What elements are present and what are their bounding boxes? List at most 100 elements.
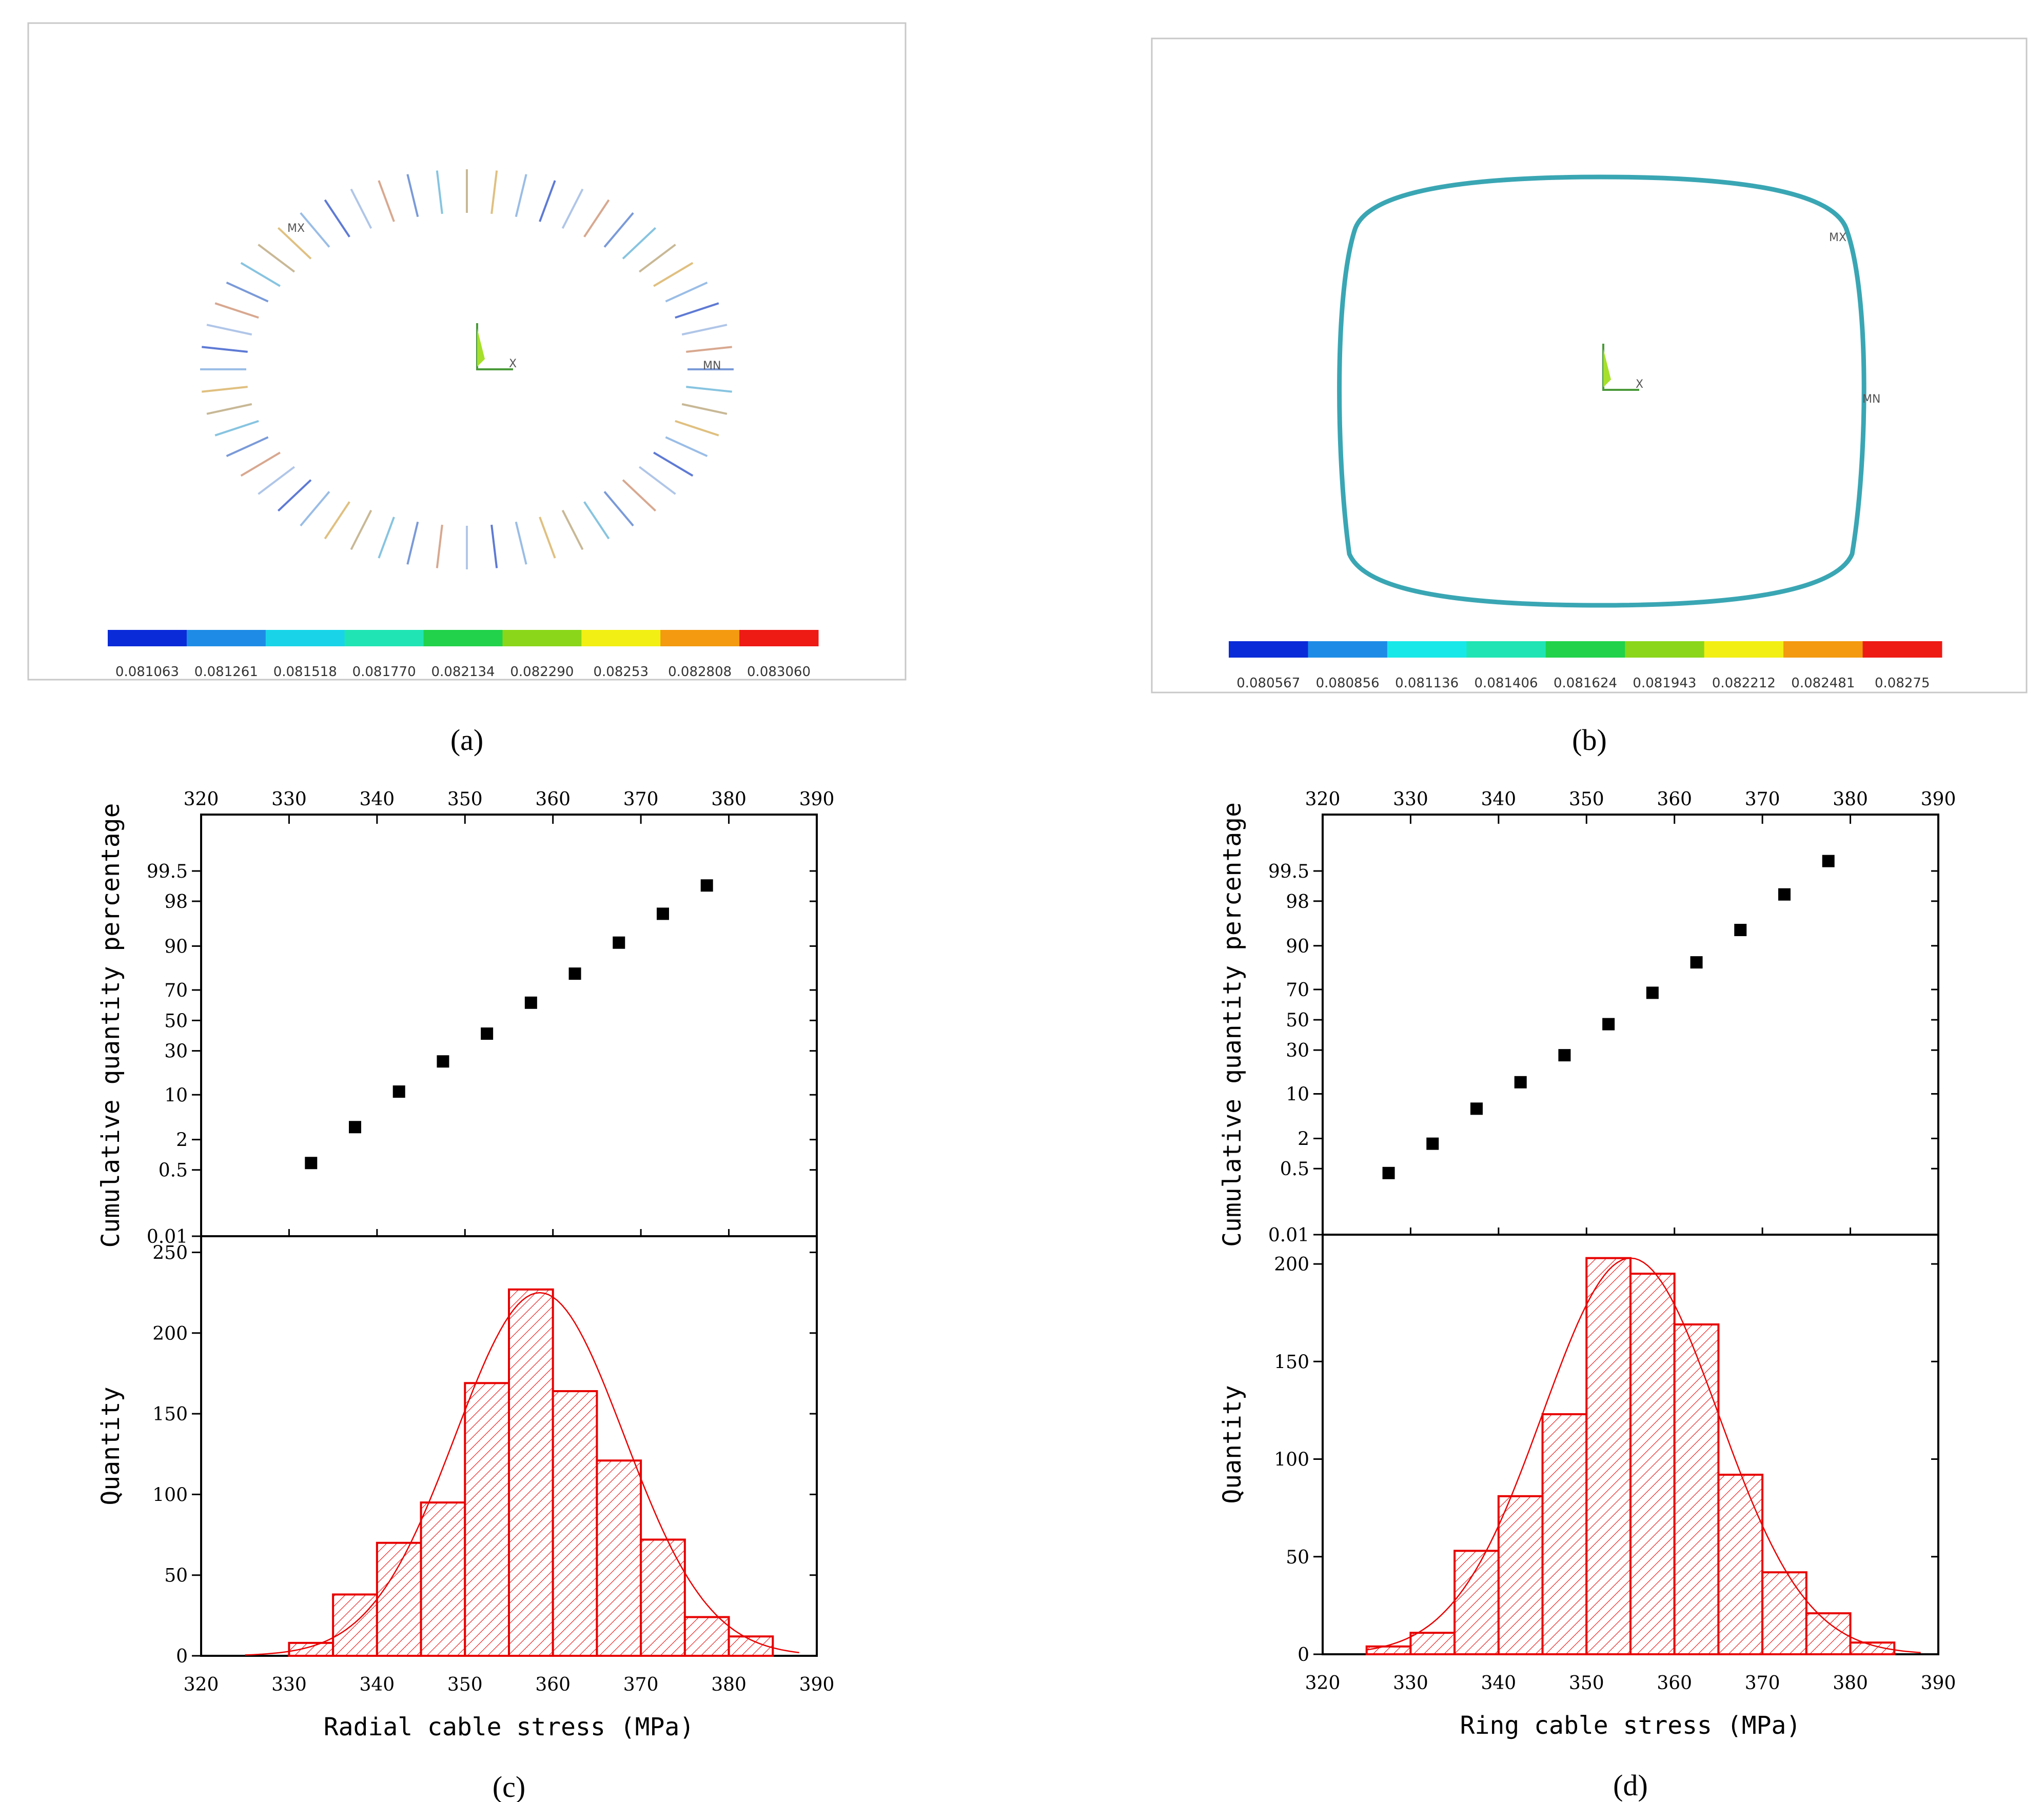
radial-cable-line [206,403,252,415]
radial-cable-line [638,466,676,495]
cumulative-point [481,1027,494,1040]
histogram-bar [1805,1612,1852,1655]
legend-b-swatch [1625,641,1705,658]
legend-a-swatch [423,630,503,646]
bottom-x-tick-label: 370 [1745,1673,1780,1694]
x-axis-title: Radial cable stress (MPa) [324,1713,694,1741]
histogram-bar [288,1641,335,1657]
caption: (d) [1613,1769,1648,1802]
legend-b-swatch [1783,641,1863,658]
histogram-bar [1365,1645,1412,1656]
cumulative-point [613,936,625,949]
top-x-tick-label: 360 [535,789,571,810]
panel-b-frame [1151,37,2028,694]
cumulative-point [700,879,713,892]
top-x-tick-label: 320 [184,789,219,810]
hist-y-tick-label: 50 [164,1566,188,1587]
caption: (c) [493,1770,525,1802]
histogram-bar [596,1459,642,1657]
hist-y-tick-label: 100 [1274,1450,1309,1471]
legend-a-value: 0.082134 [431,664,495,680]
radial-cable-line [686,386,732,393]
normal-fit-curve [245,1292,799,1656]
radial-cable-line [490,524,498,568]
top-x-tick-label: 390 [1921,789,1956,810]
hist-y-tick-label: 150 [152,1404,188,1425]
legend-b-swatch [1862,641,1942,658]
x-axis-title: Ring cable stress (MPa) [1460,1711,1801,1740]
bottom-x-tick-label: 350 [1569,1673,1604,1694]
bottom-x-tick-label: 350 [447,1674,483,1695]
hist-y-axis-title: Quantity [1218,1385,1247,1503]
legend-a-swatch [581,630,661,646]
prob-y-axis-title: Cumulative quantity percentage [96,803,125,1248]
radial-cable-line [583,501,610,540]
histogram-bar [508,1288,554,1657]
hist-y-tick-label: 50 [1286,1547,1309,1568]
hist-y-tick-label: 200 [1274,1254,1309,1275]
bottom-x-tick-label: 370 [623,1674,659,1695]
legend-a-value: 0.082290 [510,664,574,680]
radial-cable-line [406,174,419,217]
histogram-bar [332,1593,378,1657]
radial-cable-line [603,212,634,248]
radial-cable-line [277,227,312,260]
bottom-x-tick-label: 380 [1833,1673,1868,1694]
cumulative-point [657,907,669,920]
legend-a-value: 0.081518 [273,664,337,680]
color-legend-b: 0.080567 0.080856 0.081136 0.081406 0.081624… [1229,641,1942,691]
cumulative-point [1470,1102,1483,1115]
legend-a-swatch [344,630,424,646]
cumulative-point [1822,855,1835,867]
bottom-x-tick-label: 330 [271,1674,307,1695]
legend-a-swatch [502,630,582,646]
histogram-bar [683,1616,730,1657]
histogram-bar [420,1501,466,1657]
radial-cable-line [681,324,728,336]
radial-cable-line [226,281,269,303]
cumulative-point [1382,1166,1395,1179]
histogram-bar [552,1390,598,1657]
radial-cable-line [515,521,527,565]
radial-cable-line [206,324,252,336]
caption-a: (a) [450,723,483,757]
radial-cable-line [240,262,281,287]
axis-triad-a: X [476,323,517,370]
radial-cables [200,169,734,569]
prob-y-tick-label: 0.01 [147,1226,188,1247]
legend-b-value: 0.080856 [1316,676,1380,691]
radial-cable-line [406,521,419,565]
legend-b-swatch [1387,641,1467,658]
radial-cable-line [583,199,610,237]
cumulative-point [1690,956,1703,969]
histogram-bar [1629,1273,1676,1655]
top-x-tick-label: 320 [1305,789,1341,810]
legend-a-swatch [660,630,740,646]
bottom-x-tick-label: 380 [711,1674,746,1695]
ring-cable [1337,174,1866,608]
cumulative-point [305,1157,318,1170]
prob-y-tick-label: 0.5 [159,1160,188,1181]
prob-y-tick-label: 70 [1286,980,1309,1001]
legend-a-value: 0.083060 [747,664,811,680]
radial-cable-line [603,491,634,527]
cumulative-point [1426,1137,1439,1150]
radial-cable-line [240,451,281,477]
cumulative-point [1646,986,1659,999]
legend-b-value: 0.082481 [1791,676,1855,691]
hist-y-tick-label: 0 [176,1646,188,1667]
histogram-bar [376,1541,422,1657]
normal-fit-curve [1366,1257,1921,1653]
top-x-tick-label: 340 [359,789,395,810]
cumulative-point [524,996,537,1009]
bottom-x-tick-label: 360 [1657,1673,1692,1694]
prob-y-tick-label: 50 [1286,1010,1309,1031]
legend-a-value: 0.081770 [352,664,416,680]
radial-cable-line [638,244,676,273]
hist-y-tick-label: 250 [152,1242,188,1263]
histogram-bar [1497,1495,1544,1655]
radial-cable-line [436,524,443,568]
radial-cable-line [226,436,269,458]
radial-cable-line [515,174,527,217]
